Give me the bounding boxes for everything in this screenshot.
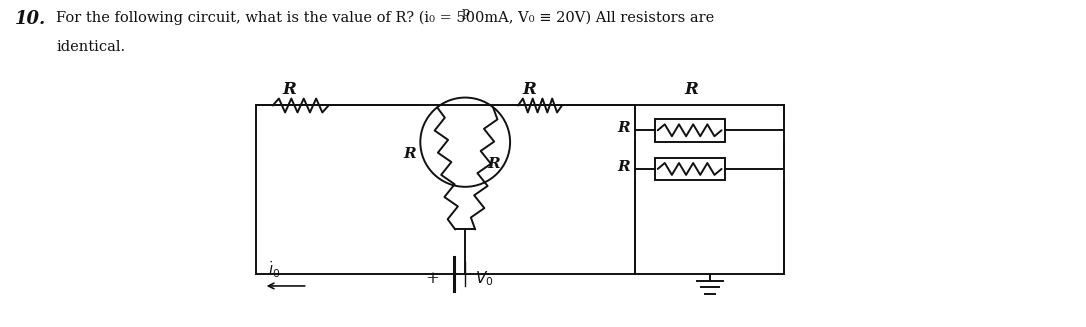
Text: p: p [462, 6, 469, 19]
Text: R: R [488, 157, 500, 171]
Text: R: R [282, 80, 296, 97]
Text: For the following circuit, what is the value of R? (i₀ = 500mA, V₀ ≡ 20V) All re: For the following circuit, what is the v… [56, 10, 715, 25]
Text: R: R [618, 160, 631, 174]
Text: R: R [403, 147, 416, 161]
Text: R: R [684, 80, 698, 97]
Text: +: + [426, 269, 439, 286]
Text: $V_0$: $V_0$ [476, 270, 494, 288]
Text: $\dot{\imath}_0$: $\dot{\imath}_0$ [268, 259, 280, 280]
Text: identical.: identical. [56, 40, 125, 54]
Bar [655, 158, 724, 181]
Text: 10.: 10. [14, 10, 46, 28]
Text: R: R [618, 121, 631, 135]
Text: R: R [522, 80, 535, 97]
Bar [655, 119, 724, 142]
